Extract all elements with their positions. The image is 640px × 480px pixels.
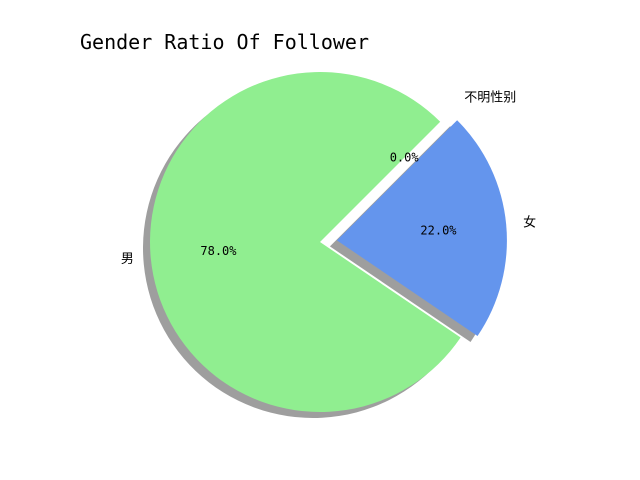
slice-3-percent-label: 0.0% — [390, 150, 420, 164]
slice-2-percent-label: 22.0% — [420, 223, 457, 237]
slice-1-wedge — [150, 71, 461, 412]
slice-2-category-label: 女 — [523, 214, 536, 230]
slice-3-category-label: 不明性别 — [464, 90, 516, 105]
slice-1-percent-label: 78.0% — [200, 244, 237, 258]
slice-2-wedge — [336, 120, 507, 336]
chart-title: Gender Ratio Of Follower — [80, 30, 369, 54]
slice-1-category-label: 男 — [121, 252, 134, 267]
pie-slice-layer — [150, 71, 507, 412]
pie-label-layer: 男 78.0% 女 22.0% 不明性别 0.0% — [121, 90, 536, 267]
